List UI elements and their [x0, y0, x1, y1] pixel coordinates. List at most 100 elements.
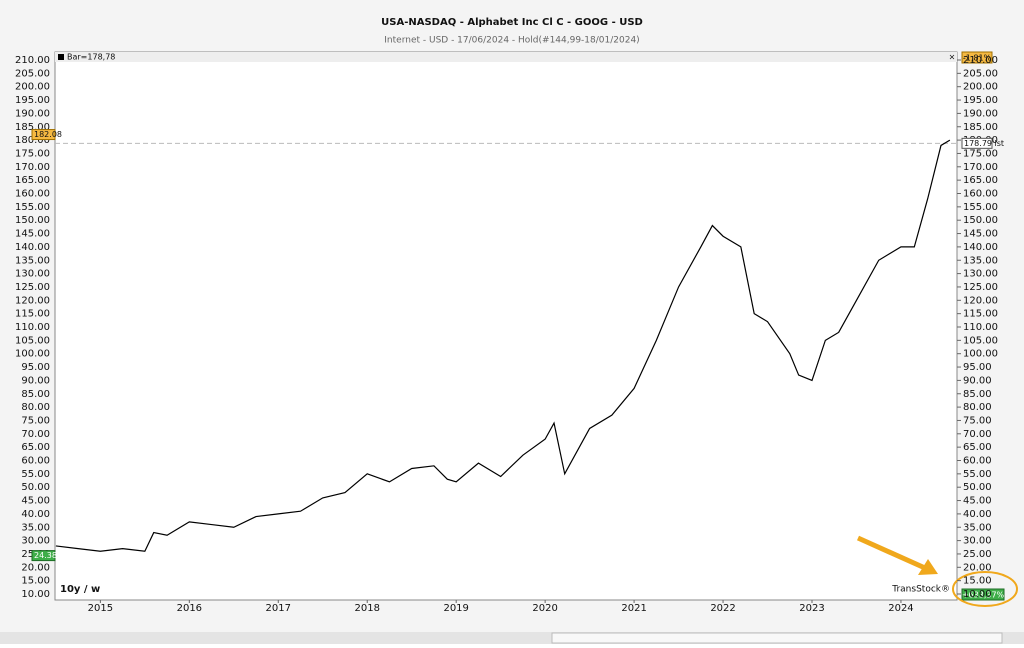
y-tick-label: 30.00	[21, 536, 50, 547]
y-tick-label: 60.00	[21, 456, 50, 467]
y-tick-label: 165.00	[15, 175, 50, 186]
y-tick-label: 75.00	[21, 415, 50, 426]
y-tick-label: 115.00	[15, 309, 50, 320]
info-label: Bar=178,78	[67, 53, 115, 62]
y-tick-label: 135.00	[15, 255, 50, 266]
y-tick-label: 15.00	[21, 576, 50, 587]
change-total-tag	[961, 588, 1005, 601]
scroll-thumb[interactable]	[551, 632, 1003, 644]
y-tick-label: 40.00	[21, 509, 50, 520]
y2-tick-label: 105.00	[963, 335, 998, 346]
y2-tick-label: 75.00	[963, 415, 992, 426]
y-tick-label: 35.00	[21, 522, 50, 533]
y2-tick-label: 85.00	[963, 389, 992, 400]
x-tick-label: 2015	[88, 603, 113, 614]
y2-tick-label: 210.00	[963, 55, 998, 66]
y-tick-label: 205.00	[15, 68, 50, 79]
y2-tick-label: 45.00	[963, 496, 992, 507]
y2-tick-label: 195.00	[963, 95, 998, 106]
y-tick-label: 50.00	[21, 482, 50, 493]
y2-tick-label: 55.00	[963, 469, 992, 480]
y2-tick-label: 35.00	[963, 522, 992, 533]
high-tag-label: 182.08	[34, 130, 62, 139]
y-tick-label: 170.00	[15, 162, 50, 173]
y2-tick-label: 20.00	[963, 562, 992, 573]
y-tick-label: 125.00	[15, 282, 50, 293]
x-tick-label: 2018	[355, 603, 380, 614]
y2-tick-label: 40.00	[963, 509, 992, 520]
x-tick-label: 2017	[266, 603, 291, 614]
y-tick-label: 80.00	[21, 402, 50, 413]
close-icon[interactable]: ×	[949, 53, 956, 62]
y2-tick-label: 15.00	[963, 576, 992, 587]
change-total: +633,37%	[962, 591, 1005, 600]
y-tick-label: 140.00	[15, 242, 50, 253]
y-tick-label: 90.00	[21, 375, 50, 386]
y-tick-label: 110.00	[15, 322, 50, 333]
y2-tick-label: 145.00	[963, 229, 998, 240]
y-tick-label: 180.00	[15, 135, 50, 146]
y2-tick-label: 150.00	[963, 215, 998, 226]
y2-tick-label: 135.00	[963, 255, 998, 266]
chart-title: USA-NASDAQ - Alphabet Inc Cl C - GOOG - …	[381, 17, 643, 28]
y2-tick-label: 175.00	[963, 148, 998, 159]
reference-tag	[961, 137, 993, 149]
y2-tick-label: 110.00	[963, 322, 998, 333]
y-tick-label: 130.00	[15, 269, 50, 280]
y2-tick-label: 205.00	[963, 68, 998, 79]
y2-tick-label: 130.00	[963, 269, 998, 280]
x-tick-label: 2022	[710, 603, 735, 614]
y2-tick-label: 80.00	[963, 402, 992, 413]
y-tick-label: 145.00	[15, 229, 50, 240]
x-tick-label: 2016	[177, 603, 202, 614]
y-tick-label: 55.00	[21, 469, 50, 480]
change-top-tag	[961, 51, 993, 64]
y-tick-label: 120.00	[15, 295, 50, 306]
brand: TransStock®	[891, 585, 950, 595]
x-tick-label: 2024	[888, 603, 913, 614]
x-tick-label: 2023	[799, 603, 824, 614]
y-tick-label: 160.00	[15, 189, 50, 200]
y-tick-label: 95.00	[21, 362, 50, 373]
x-tick-label: 2021	[621, 603, 646, 614]
y-tick-label: 195.00	[15, 95, 50, 106]
y-tick-label: 200.00	[15, 82, 50, 93]
y2-tick-label: 190.00	[963, 108, 998, 119]
y2-tick-label: 165.00	[963, 175, 998, 186]
arrow	[856, 535, 927, 571]
info-strip	[55, 52, 957, 62]
start-tag	[31, 550, 56, 562]
y2-tick-label: 120.00	[963, 295, 998, 306]
plot-area	[54, 51, 958, 601]
y2-tick-label: 160.00	[963, 189, 998, 200]
y2-tick-label: 95.00	[963, 362, 992, 373]
y2-tick-label: 90.00	[963, 375, 992, 386]
x-tick-label: 2020	[532, 603, 557, 614]
y2-tick-label: 10.00	[963, 589, 992, 600]
y-tick-label: 45.00	[21, 496, 50, 507]
y-tick-label: 185.00	[15, 122, 50, 133]
y-tick-label: 20.00	[21, 562, 50, 573]
y2-tick-label: 185.00	[963, 122, 998, 133]
y2-tick-label: 70.00	[963, 429, 992, 440]
y-tick-label: 155.00	[15, 202, 50, 213]
y-tick-label: 190.00	[15, 108, 50, 119]
period-label: 10y / w	[60, 584, 100, 595]
y2-tick-label: 155.00	[963, 202, 998, 213]
y2-tick-label: 140.00	[963, 242, 998, 253]
y-tick-label: 85.00	[21, 389, 50, 400]
y2-tick-label: 60.00	[963, 456, 992, 467]
y-tick-label: 105.00	[15, 335, 50, 346]
price-line	[55, 139, 951, 552]
y2-tick-label: 125.00	[963, 282, 998, 293]
y2-tick-label: 30.00	[963, 536, 992, 547]
y-tick-label: 70.00	[21, 429, 50, 440]
chart-subtitle: Internet - USD - 17/06/2024 - Hold(#144,…	[384, 36, 639, 46]
y2-tick-label: 50.00	[963, 482, 992, 493]
high-tag	[31, 129, 56, 141]
y2-tick-label: 100.00	[963, 349, 998, 360]
y-tick-label: 210.00	[15, 55, 50, 66]
y2-tick-label: 65.00	[963, 442, 992, 453]
